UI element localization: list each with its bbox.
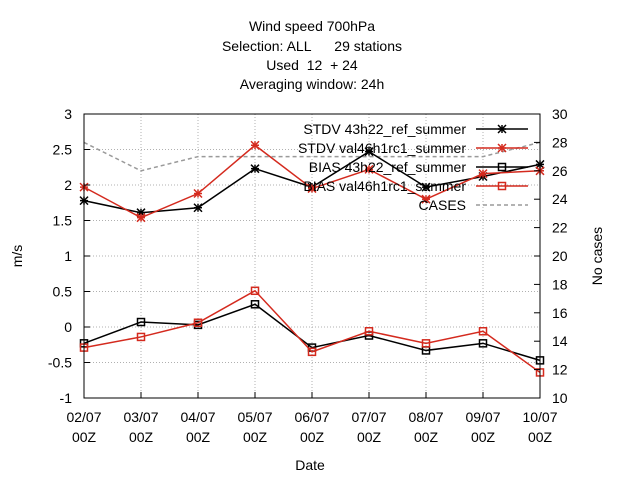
y-tick-label: 2.5 [53,142,73,158]
data-point [478,327,488,336]
data-point [136,317,146,327]
y-tick-label: -0.5 [48,355,72,371]
y-tick-label: -1 [60,390,73,406]
legend: STDV 43h22_ref_summer STDV val46h1rc1_sum… [298,121,528,213]
x-tick-label: 10/07 00Z [522,409,557,445]
x-tick-label: 05/07 00Z [237,409,272,445]
title-line-4: Averaging window: 24h [240,76,385,92]
data-point [364,147,374,157]
title-block: Wind speed 700hPa Selection: ALL 29 stat… [222,18,402,92]
y2-tick-label: 26 [552,163,568,179]
legend-label: BIAS val46h1rc1_summer [303,178,466,194]
series-layer [79,140,545,377]
data-point [250,140,260,150]
x-tick-label: 08/07 00Z [408,409,443,445]
series-line-4 [83,141,541,172]
data-point [193,188,203,199]
y2-tick-label: 12 [552,362,568,378]
data-point [250,164,260,174]
legend-label: STDV val46h1rc1_summer [298,140,466,156]
data-point [497,124,507,134]
x-tick-label: 06/07 00Z [294,409,329,445]
data-point [364,327,374,336]
y-tick-label: 2 [64,177,72,193]
data-point [136,332,146,342]
data-point [497,143,507,153]
data-point [421,194,431,204]
cases-series-layer [83,141,541,172]
data-point [478,339,488,348]
data-point [250,286,260,296]
y2-tick-label: 14 [552,333,568,349]
y-tick-label: 1.5 [53,213,73,229]
y2-tick-label: 30 [552,106,568,122]
y2-tick-label: 22 [552,220,568,236]
data-point [136,213,146,223]
legend-label: CASES [419,197,466,213]
title-line-2: Selection: ALL 29 stations [222,38,402,54]
y2-tick-label: 20 [552,248,568,264]
title-line-3: Used 12 + 24 [266,57,358,73]
y2-tick-label: 16 [552,305,568,321]
tick-labels: -1 -0.5 0 0.5 1 1.5 2 2.5 3 10 12 14 16 18 20 22 24 26 28 3… [48,106,568,445]
y2-tick-label: 18 [552,276,568,292]
series-line-3 [83,289,541,374]
legend-label: BIAS 43h22_ref_summer [309,159,467,175]
y-tick-label: 1 [64,248,72,264]
y2-tick-label: 10 [552,390,568,406]
x-axis-label: Date [295,457,325,473]
series-line-2 [83,303,541,362]
data-point [364,164,374,174]
y2-tick-label: 24 [552,191,568,207]
y-tick-label: 0.5 [53,284,73,300]
data-point [307,347,317,357]
x-tick-label: 09/07 00Z [465,409,500,445]
title-line-1: Wind speed 700hPa [249,18,375,34]
y2-axis-label: No cases [589,227,605,285]
data-point [193,318,203,327]
x-tick-label: 03/07 00Z [123,409,158,445]
y2-tick-label: 28 [552,134,568,150]
data-point [421,339,431,348]
legend-label: STDV 43h22_ref_summer [303,121,466,137]
data-point [497,162,507,172]
x-tick-label: 02/07 00Z [66,409,101,445]
data-point [421,182,431,192]
data-point [307,184,317,194]
grid [84,114,540,398]
y-tick-label: 3 [64,106,72,122]
data-point [497,181,507,191]
data-point [478,169,488,179]
data-point [250,300,260,309]
x-tick-label: 04/07 00Z [180,409,215,445]
x-tick-label: 07/07 00Z [351,409,386,445]
y-axis-label: m/s [9,245,25,268]
data-point [193,203,203,213]
y-tick-label: 0 [64,319,72,335]
